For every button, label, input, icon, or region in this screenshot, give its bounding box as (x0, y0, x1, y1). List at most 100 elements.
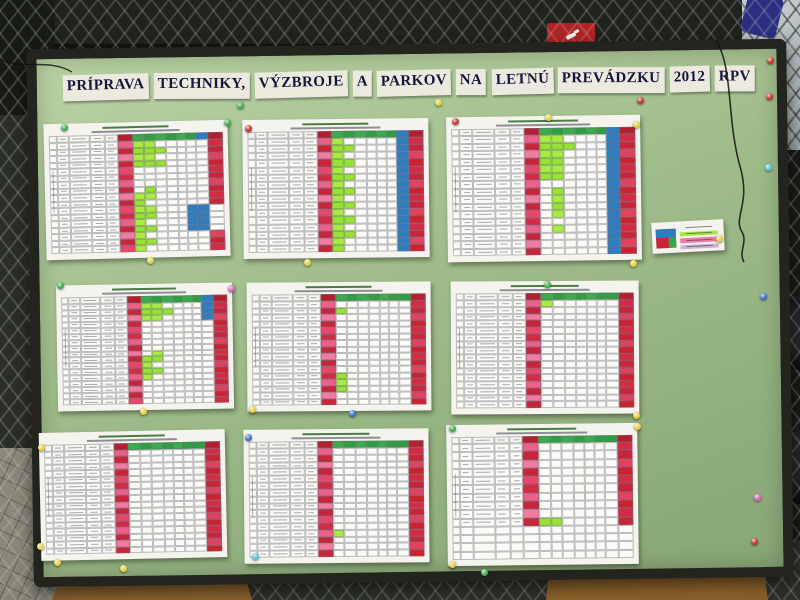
table-cell (539, 550, 552, 560)
table-cell (451, 143, 460, 152)
table-cell (248, 202, 257, 211)
table-cell (573, 459, 585, 468)
table-cell (387, 244, 398, 252)
table-cell (452, 226, 461, 234)
table-cell (524, 542, 540, 551)
table-cell (594, 458, 605, 468)
table-cell (538, 451, 551, 460)
table-title-text (112, 287, 176, 291)
table-cell (523, 476, 539, 485)
push-pin-yellow (633, 422, 641, 430)
push-pin-green (448, 424, 456, 432)
table-cell (562, 533, 575, 543)
table-subtitle-text (496, 123, 590, 127)
table-cell (308, 398, 322, 406)
table-cell (562, 484, 575, 493)
table-cell (605, 516, 618, 526)
table-cell (251, 294, 260, 302)
table-cell (597, 194, 608, 202)
table-cell (539, 157, 552, 166)
table-cell (597, 171, 608, 180)
table-cell (539, 542, 552, 551)
table-cell (552, 202, 565, 210)
push-pin-yellow (139, 407, 147, 415)
table-cell (575, 141, 587, 150)
table-cell (585, 516, 596, 526)
table-cell (459, 476, 473, 486)
table-cell (576, 231, 588, 240)
push-pin-magenta (227, 284, 235, 292)
table-cell (452, 211, 461, 219)
table-cell (260, 398, 273, 406)
table-cell (539, 142, 552, 151)
title-word-strip: LETNÚ (491, 67, 554, 96)
table-cell (116, 398, 129, 405)
table-cell (510, 550, 525, 560)
table-cell (540, 217, 553, 226)
table-paper (445, 114, 643, 263)
table-cell (451, 485, 461, 494)
table-cell (617, 483, 633, 492)
table-cell (399, 397, 412, 405)
table-cell (562, 492, 575, 501)
table-subtitle-text (294, 289, 383, 292)
table-cell (523, 534, 540, 543)
table-cell (565, 247, 578, 255)
table-cell (472, 509, 495, 519)
table-cell (495, 551, 511, 560)
table-cell (494, 501, 511, 510)
table-cell (596, 292, 607, 300)
table-subtitle-text (291, 436, 381, 439)
table-cell (247, 145, 256, 154)
table-cell (377, 187, 388, 195)
table-cell (248, 195, 257, 204)
table-cell (335, 398, 348, 406)
table-cell (552, 292, 565, 300)
table-cell (552, 194, 565, 203)
table-cell (379, 293, 390, 301)
push-pin-blue (244, 433, 252, 441)
table-cell (207, 544, 223, 552)
table-cell (587, 194, 598, 202)
table-cell (494, 459, 510, 469)
table-cell (397, 549, 410, 557)
table-cell (510, 534, 525, 543)
push-pin-yellow (146, 256, 154, 264)
table-cell (494, 476, 510, 486)
table-cell (538, 492, 551, 502)
table-cell (539, 164, 553, 173)
table-cell (293, 398, 309, 406)
table-cell (617, 475, 633, 484)
table-cell (586, 292, 597, 300)
table-cell (248, 224, 257, 232)
table-cell (604, 475, 618, 484)
table-cell (409, 549, 425, 557)
table-cell (596, 141, 607, 150)
table-cell (608, 246, 622, 255)
table-cell (617, 524, 634, 534)
table-cell (575, 149, 587, 158)
table-cell (452, 543, 461, 552)
table-cell (153, 545, 166, 553)
table-cell (509, 476, 524, 485)
table-cell (451, 493, 461, 503)
table-paper (43, 119, 231, 261)
table-cell (553, 247, 566, 255)
table-cell (574, 492, 586, 501)
table-cell (378, 549, 388, 557)
table-cell (257, 550, 270, 558)
table-cell (451, 181, 461, 189)
table-title-text (301, 122, 369, 126)
table-cell (585, 500, 596, 509)
table-cell (460, 543, 474, 552)
table-cell (585, 525, 596, 534)
table-cell (538, 484, 551, 493)
table-cell (473, 248, 497, 256)
table-cell (597, 216, 608, 225)
push-pin-red (451, 117, 459, 125)
table-cell (452, 551, 461, 561)
table-cell (539, 517, 552, 526)
table-cell (540, 194, 553, 203)
table-cell (584, 475, 595, 484)
table-cell (510, 509, 524, 518)
